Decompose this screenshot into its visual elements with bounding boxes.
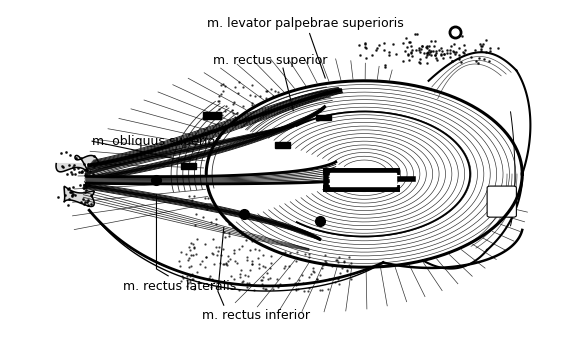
Polygon shape: [86, 162, 336, 184]
Polygon shape: [56, 156, 99, 172]
Text: m. rectus superior: m. rectus superior: [213, 54, 328, 66]
FancyBboxPatch shape: [487, 186, 516, 217]
Polygon shape: [64, 187, 94, 206]
Text: m. rectus lateralis: m. rectus lateralis: [123, 280, 236, 293]
Text: m. rectus inferior: m. rectus inferior: [202, 309, 310, 322]
Bar: [316, 114, 331, 120]
Polygon shape: [206, 81, 522, 267]
Bar: [275, 142, 290, 148]
Bar: [181, 163, 196, 169]
Text: m. levator palpebrae superioris: m. levator palpebrae superioris: [208, 17, 404, 30]
Bar: [330, 173, 396, 186]
Bar: [203, 112, 222, 119]
Text: m. obliquus superior: m. obliquus superior: [92, 135, 220, 148]
